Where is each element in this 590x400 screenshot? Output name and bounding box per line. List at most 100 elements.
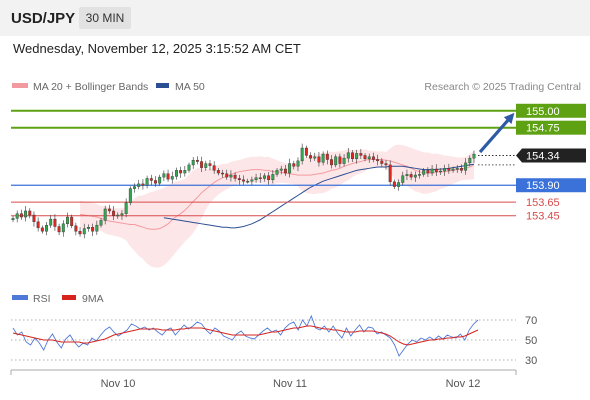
candle xyxy=(246,178,250,184)
candle xyxy=(95,220,99,235)
candle xyxy=(166,169,170,182)
candle xyxy=(191,157,195,169)
candle xyxy=(183,165,187,177)
candle xyxy=(216,167,220,176)
candle xyxy=(371,152,375,163)
candle xyxy=(346,147,350,163)
candle xyxy=(426,167,430,178)
candle xyxy=(66,212,69,228)
ma50-line xyxy=(163,163,475,229)
candle xyxy=(330,155,333,169)
candle xyxy=(225,169,229,180)
candle xyxy=(128,186,132,206)
candle xyxy=(388,160,392,186)
candle xyxy=(300,143,304,165)
rsi-ma-legend-swatch xyxy=(62,295,76,300)
level-153-90-label: 153.90 xyxy=(526,180,560,192)
candle xyxy=(413,171,417,182)
rsi-line xyxy=(12,314,479,357)
x-tick-label-nov10: Nov 10 xyxy=(101,378,136,390)
candle xyxy=(338,153,342,168)
candle xyxy=(221,169,225,178)
rsi-tick-label-70: 70 xyxy=(525,315,537,327)
candle xyxy=(170,171,174,184)
candle xyxy=(351,149,354,163)
candle xyxy=(271,170,275,184)
candle xyxy=(162,170,166,182)
candle xyxy=(459,164,463,174)
candle xyxy=(309,152,313,163)
copyright-text: Research © 2025 Trading Central xyxy=(424,81,581,93)
rsi-legend-label: RSI xyxy=(33,293,51,305)
forecast-arrow xyxy=(478,112,515,154)
candle xyxy=(334,154,338,168)
candle xyxy=(250,176,254,186)
timestamp: Wednesday, November 12, 2025 3:15:52 AM … xyxy=(13,41,301,56)
candle xyxy=(116,212,120,219)
candle xyxy=(447,163,451,174)
candle xyxy=(124,198,128,218)
candle xyxy=(212,161,216,174)
candle xyxy=(392,179,396,189)
ma20-legend-label: MA 20 + Bollinger Bands xyxy=(33,81,148,93)
rsi-tick-label-50: 50 xyxy=(525,335,537,347)
level-153-65-label: 153.65 xyxy=(526,197,560,209)
candle xyxy=(36,217,40,232)
candle xyxy=(376,154,380,166)
candle xyxy=(233,172,237,182)
candle xyxy=(384,159,388,170)
candle xyxy=(258,172,262,183)
candle xyxy=(296,157,300,172)
level-153-90-badge xyxy=(516,178,586,193)
level-155-00-badge xyxy=(516,103,586,118)
current-price-label: 154.34 xyxy=(526,150,560,162)
candle xyxy=(359,149,363,160)
level-153-45-label: 153.45 xyxy=(526,211,560,223)
candle xyxy=(380,158,384,167)
candle xyxy=(154,176,157,187)
candle xyxy=(15,210,19,223)
candle xyxy=(254,173,258,183)
ma20-legend-swatch xyxy=(12,83,28,88)
candle xyxy=(401,171,405,186)
candle xyxy=(174,167,178,180)
candle xyxy=(204,160,208,171)
candle xyxy=(267,172,271,185)
candle xyxy=(57,223,61,236)
candle xyxy=(32,211,36,227)
candle xyxy=(179,166,183,178)
candle xyxy=(229,170,233,182)
candle xyxy=(279,165,283,175)
candle xyxy=(70,214,74,229)
candle xyxy=(455,165,459,173)
candle xyxy=(208,159,212,171)
candle xyxy=(355,149,359,164)
candle xyxy=(78,227,82,237)
timeframe-button[interactable]: 30 MIN xyxy=(79,7,131,29)
candle xyxy=(439,168,442,175)
candle xyxy=(187,162,191,173)
candle xyxy=(24,206,28,222)
candle xyxy=(317,151,321,167)
candle xyxy=(342,154,346,167)
candle xyxy=(418,170,421,179)
candle xyxy=(53,214,57,231)
candle xyxy=(149,174,153,186)
candle xyxy=(397,179,401,191)
ma50-legend-swatch xyxy=(156,83,169,88)
rsi-ma-legend-label: 9MA xyxy=(82,293,104,305)
candle xyxy=(86,224,90,232)
candle xyxy=(313,152,317,161)
candle xyxy=(141,179,145,190)
candle xyxy=(242,175,245,185)
rsi-legend-swatch xyxy=(12,295,28,300)
candle xyxy=(464,158,468,175)
candle xyxy=(145,175,149,189)
candle xyxy=(103,205,107,225)
candle xyxy=(304,145,308,158)
candle xyxy=(237,174,241,185)
candle xyxy=(120,210,124,220)
candle xyxy=(292,160,296,170)
candle xyxy=(112,206,116,221)
